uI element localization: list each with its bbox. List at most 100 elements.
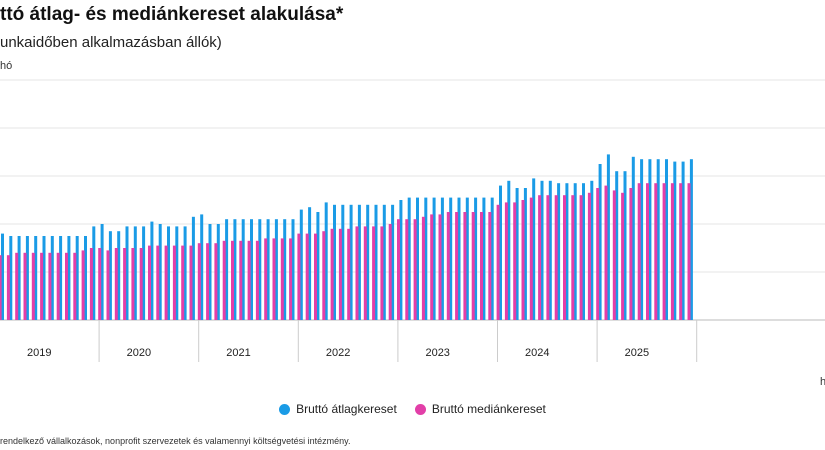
bar-average[interactable] [548, 180, 552, 320]
bar-average[interactable] [200, 214, 204, 320]
bar-average[interactable] [465, 197, 469, 320]
bar-median[interactable] [504, 202, 508, 320]
bar-average[interactable] [316, 212, 320, 320]
bar-median[interactable] [596, 188, 600, 320]
bar-average[interactable] [615, 171, 619, 320]
bar-median[interactable] [662, 183, 666, 320]
bar-average[interactable] [233, 219, 237, 320]
bar-average[interactable] [540, 180, 544, 320]
bar-median[interactable] [255, 240, 259, 320]
bar-median[interactable] [554, 195, 558, 320]
bar-median[interactable] [214, 243, 218, 320]
bar-average[interactable] [656, 159, 660, 320]
bar-median[interactable] [670, 183, 674, 320]
bar-average[interactable] [357, 204, 361, 320]
bar-average[interactable] [490, 197, 494, 320]
bar-average[interactable] [399, 200, 403, 320]
bar-average[interactable] [117, 231, 121, 320]
bar-average[interactable] [142, 226, 146, 320]
bar-median[interactable] [272, 238, 276, 320]
bar-average[interactable] [34, 236, 38, 320]
bar-median[interactable] [197, 243, 201, 320]
bar-average[interactable] [590, 180, 594, 320]
bar-median[interactable] [81, 250, 85, 320]
bar-average[interactable] [216, 224, 220, 320]
bar-average[interactable] [291, 219, 295, 320]
bar-average[interactable] [681, 161, 685, 320]
bar-median[interactable] [23, 252, 27, 320]
bar-average[interactable] [665, 159, 668, 320]
bar-average[interactable] [382, 204, 386, 320]
bar-median[interactable] [314, 233, 317, 320]
bar-median[interactable] [164, 245, 168, 320]
bar-average[interactable] [100, 224, 104, 320]
bar-average[interactable] [374, 204, 378, 320]
bar-average[interactable] [598, 164, 602, 320]
legend-item-median[interactable]: Bruttó mediánkereset [414, 402, 546, 416]
bar-average[interactable] [648, 159, 652, 320]
bar-median[interactable] [463, 212, 467, 320]
bar-average[interactable] [416, 197, 419, 320]
bar-average[interactable] [50, 236, 54, 320]
bar-average[interactable] [59, 236, 63, 320]
bar-median[interactable] [347, 228, 351, 320]
bar-median[interactable] [181, 245, 185, 320]
bar-median[interactable] [280, 238, 284, 320]
bar-median[interactable] [156, 245, 160, 320]
bar-average[interactable] [573, 183, 577, 320]
bar-average[interactable] [175, 226, 179, 320]
bar-median[interactable] [114, 248, 118, 320]
bar-average[interactable] [283, 219, 287, 320]
bar-average[interactable] [499, 185, 502, 320]
bar-average[interactable] [258, 219, 262, 320]
legend-item-average[interactable]: Bruttó átlagkereset [279, 402, 397, 416]
bar-median[interactable] [679, 183, 683, 320]
bar-median[interactable] [471, 212, 475, 320]
bar-median[interactable] [48, 252, 52, 320]
bar-average[interactable] [17, 236, 21, 320]
bar-median[interactable] [363, 226, 367, 320]
bar-median[interactable] [629, 188, 633, 320]
bar-median[interactable] [222, 240, 226, 320]
bar-average[interactable] [167, 226, 170, 320]
bar-median[interactable] [56, 252, 60, 320]
bar-average[interactable] [391, 204, 395, 320]
bar-median[interactable] [15, 252, 19, 320]
bar-average[interactable] [150, 221, 154, 320]
bar-median[interactable] [148, 245, 151, 320]
bar-median[interactable] [322, 231, 326, 320]
bar-median[interactable] [496, 204, 500, 320]
bar-median[interactable] [612, 190, 616, 320]
bar-median[interactable] [73, 252, 77, 320]
bar-median[interactable] [687, 183, 691, 320]
bar-average[interactable] [158, 224, 162, 320]
bar-average[interactable] [84, 236, 87, 320]
bar-median[interactable] [264, 238, 268, 320]
bar-average[interactable] [75, 236, 79, 320]
bar-median[interactable] [480, 212, 483, 320]
bar-median[interactable] [239, 240, 243, 320]
bar-median[interactable] [0, 255, 2, 320]
bar-average[interactable] [133, 226, 137, 320]
bar-median[interactable] [247, 240, 251, 320]
bar-average[interactable] [42, 236, 46, 320]
bar-median[interactable] [289, 238, 293, 320]
bar-average[interactable] [424, 197, 428, 320]
bar-average[interactable] [432, 197, 436, 320]
bar-average[interactable] [324, 202, 328, 320]
bar-average[interactable] [631, 156, 635, 320]
bar-median[interactable] [231, 240, 234, 320]
bar-median[interactable] [106, 250, 110, 320]
bar-median[interactable] [89, 248, 93, 320]
bar-median[interactable] [139, 248, 143, 320]
bar-median[interactable] [513, 202, 517, 320]
bar-average[interactable] [274, 219, 278, 320]
bar-median[interactable] [388, 224, 392, 320]
bar-average[interactable] [25, 236, 29, 320]
bar-median[interactable] [338, 228, 342, 320]
bar-median[interactable] [446, 212, 450, 320]
bar-median[interactable] [488, 212, 492, 320]
bar-average[interactable] [266, 219, 270, 320]
bar-median[interactable] [405, 219, 409, 320]
bar-median[interactable] [579, 195, 583, 320]
